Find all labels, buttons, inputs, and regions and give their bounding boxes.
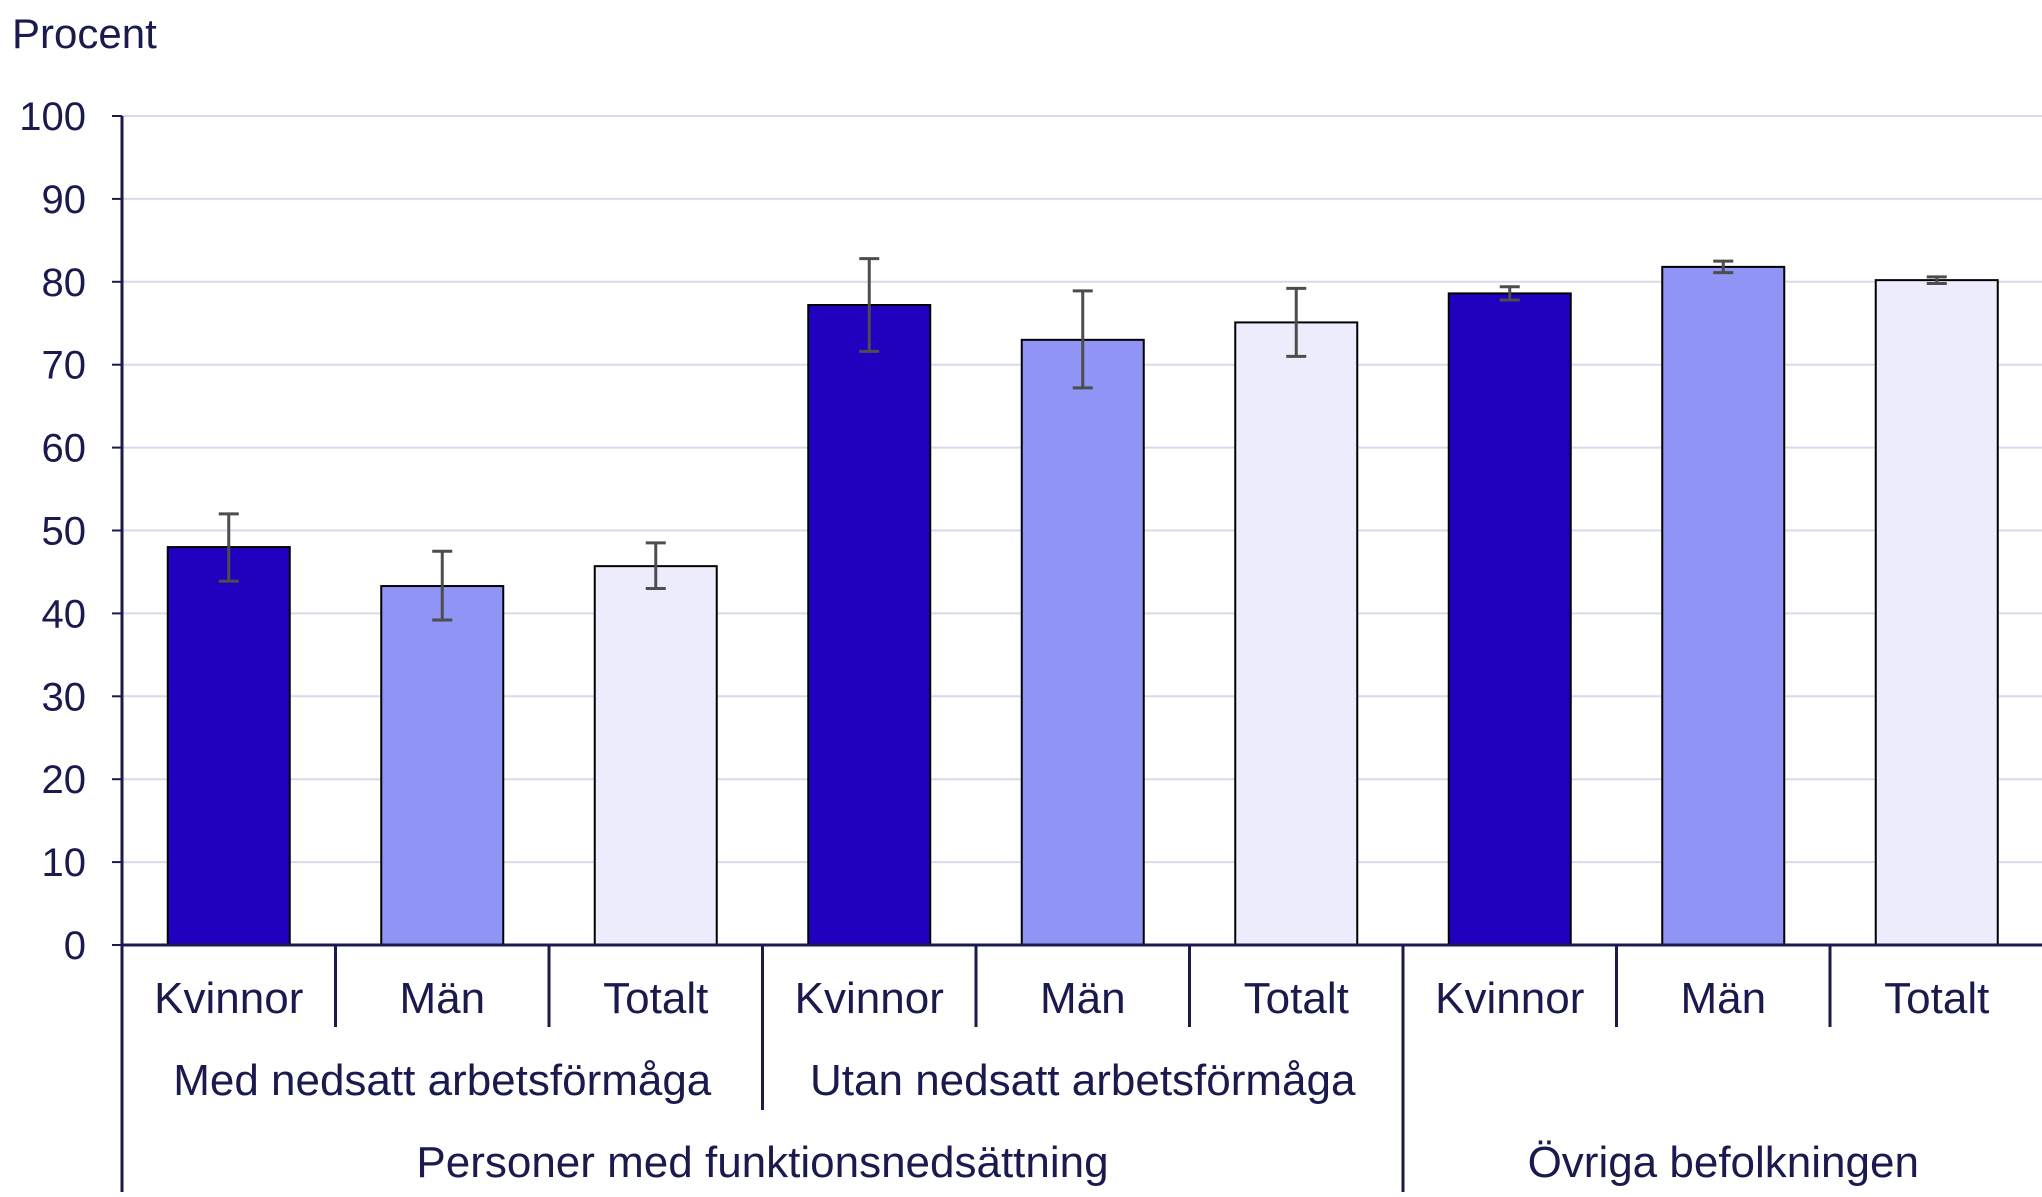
- y-tick-label: 0: [64, 924, 86, 968]
- bar-3: [593, 565, 718, 946]
- group-label: Med nedsatt arbetsförmåga: [173, 1056, 712, 1105]
- y-axis-label: Procent: [12, 10, 157, 57]
- y-tick-label: 50: [42, 510, 87, 554]
- axes: [120, 116, 2042, 1192]
- y-tick-label: 10: [42, 841, 87, 885]
- error-bars: [218, 257, 1947, 622]
- supergroup-label: Personer med funktionsnedsättning: [416, 1138, 1108, 1187]
- y-tick-label: 90: [42, 178, 87, 222]
- category-label: Kvinnor: [795, 974, 944, 1023]
- y-tick-label: 70: [42, 344, 87, 388]
- bar-6: [1234, 321, 1359, 946]
- y-tick-label: 40: [42, 592, 87, 636]
- y-tick-label: 20: [42, 758, 87, 802]
- y-tick-label: 30: [42, 675, 87, 719]
- x-axis-labels: Kvinnor Män Totalt Kvinnor Män Totalt Kvinnor M…: [154, 945, 1989, 1192]
- y-tick-label: 60: [42, 427, 87, 471]
- bar-5: [1020, 338, 1145, 946]
- category-label: Totalt: [1884, 974, 1989, 1023]
- category-label: Män: [399, 974, 485, 1023]
- supergroup-label: Övriga befolkningen: [1528, 1138, 1919, 1187]
- category-label: Totalt: [603, 974, 708, 1023]
- y-axis-ticks: 0 10 20 30 40 50 60 70 80 90 100: [19, 95, 122, 968]
- bar-7: [1447, 292, 1572, 946]
- category-label: Kvinnor: [154, 974, 303, 1023]
- group-label: Utan nedsatt arbetsförmåga: [810, 1056, 1356, 1105]
- bars: [166, 265, 1999, 947]
- bar-4: [807, 304, 932, 946]
- bar-1: [166, 546, 291, 947]
- y-tick-label: 80: [42, 261, 87, 305]
- category-label: Kvinnor: [1435, 974, 1584, 1023]
- y-tick-label: 100: [19, 95, 86, 139]
- bar-9: [1874, 279, 1999, 946]
- bar-2: [380, 585, 505, 947]
- bar-8: [1661, 265, 1786, 946]
- category-label: Män: [1680, 974, 1766, 1023]
- category-label: Män: [1040, 974, 1126, 1023]
- category-label: Totalt: [1244, 974, 1349, 1023]
